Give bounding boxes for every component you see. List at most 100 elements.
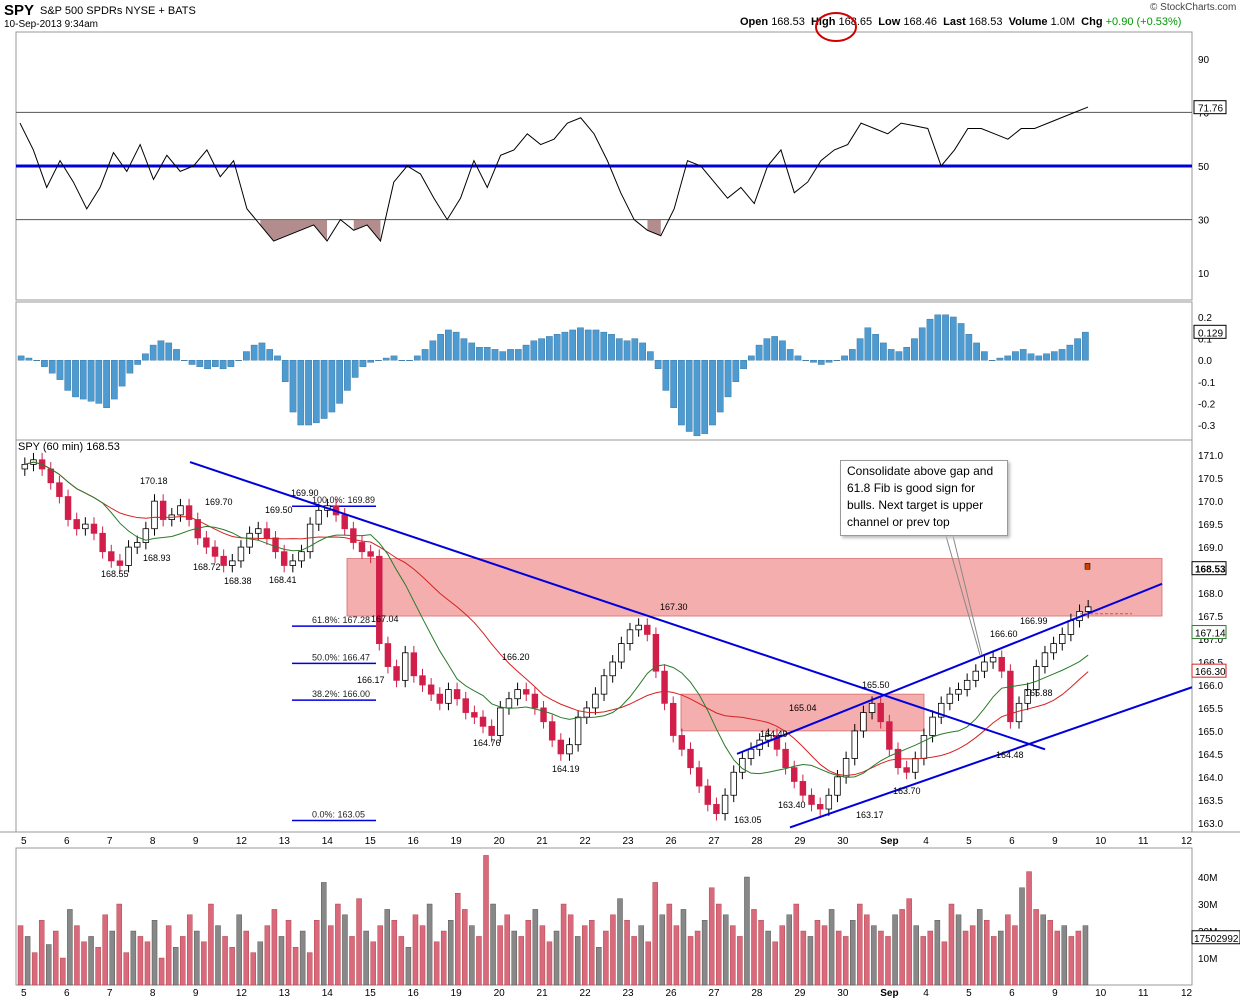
candle-down bbox=[998, 656, 1005, 672]
candle-down bbox=[557, 739, 565, 755]
volume-bar bbox=[701, 920, 708, 986]
price-level-label: 164.48 bbox=[996, 750, 1024, 760]
macd-bar bbox=[786, 349, 794, 361]
rsi-tick-label: 90 bbox=[1198, 55, 1210, 66]
volume-bar bbox=[1019, 887, 1025, 986]
volume-bar bbox=[384, 909, 390, 986]
volume-bar bbox=[765, 930, 771, 986]
candle-up bbox=[825, 794, 833, 810]
fib-level-label: 61.8%: 167.28 bbox=[312, 615, 370, 625]
volume-bar bbox=[793, 903, 800, 986]
x-axis-label-bottom: 6 bbox=[64, 988, 70, 999]
candle-down bbox=[808, 794, 815, 805]
macd-bar bbox=[1050, 351, 1058, 361]
macd-bar bbox=[988, 359, 996, 361]
macd-bar bbox=[173, 349, 180, 361]
macd-bar bbox=[647, 351, 654, 361]
macd-bar bbox=[390, 355, 398, 361]
macd-bar bbox=[297, 359, 305, 426]
candle-down bbox=[185, 505, 193, 520]
macd-bar bbox=[41, 359, 48, 367]
volume-bar bbox=[603, 930, 609, 986]
candle-up bbox=[989, 656, 997, 663]
x-axis-label-top: 29 bbox=[794, 836, 806, 847]
volume-bar bbox=[723, 914, 729, 986]
macd-bar bbox=[1004, 355, 1012, 361]
x-axis-label-top: 7 bbox=[107, 836, 113, 847]
macd-bar bbox=[685, 359, 693, 432]
candle-down bbox=[367, 551, 374, 557]
volume-bar bbox=[1061, 925, 1068, 986]
macd-bar bbox=[111, 359, 118, 400]
volume-bar bbox=[758, 920, 764, 986]
volume-bar bbox=[1075, 930, 1082, 986]
volume-value: 1.0M bbox=[1050, 16, 1076, 28]
candle-down bbox=[791, 767, 798, 782]
volume-bar bbox=[370, 941, 376, 986]
price-tick-label: 163.0 bbox=[1198, 819, 1223, 830]
macd-bar bbox=[499, 351, 507, 361]
x-axis-label-bottom: 8 bbox=[150, 988, 156, 999]
volume-bar bbox=[426, 903, 433, 986]
macd-bar bbox=[864, 327, 872, 361]
macd-bar bbox=[926, 318, 934, 361]
macd-bar bbox=[856, 338, 864, 361]
macd-bar bbox=[445, 329, 452, 361]
ticker-symbol: SPY bbox=[4, 2, 35, 19]
volume-bar bbox=[377, 925, 383, 986]
x-axis-label-top: 30 bbox=[837, 836, 849, 847]
candle-up bbox=[237, 546, 245, 562]
candle-down bbox=[877, 702, 884, 723]
channel-upper-line bbox=[736, 582, 1163, 755]
volume-bar bbox=[74, 925, 80, 986]
candle-down bbox=[799, 781, 807, 796]
candle-down bbox=[410, 652, 418, 677]
volume-bar bbox=[631, 936, 637, 986]
candle-down bbox=[886, 721, 893, 750]
chg-value: +0.90 (+0.53%) bbox=[1105, 16, 1182, 28]
volume-bar bbox=[814, 920, 821, 986]
x-axis-label-top: Sep bbox=[880, 836, 898, 847]
macd-bar bbox=[180, 359, 188, 361]
x-axis-label-bottom: 16 bbox=[408, 988, 420, 999]
x-axis-label-bottom: 5 bbox=[966, 988, 972, 999]
x-axis-label-bottom: 19 bbox=[451, 988, 463, 999]
macd-bar bbox=[740, 359, 747, 370]
volume-bar bbox=[1005, 914, 1011, 986]
macd-bar bbox=[266, 349, 274, 361]
price-level-label: 163.70 bbox=[893, 786, 921, 796]
candle-up bbox=[972, 670, 980, 681]
volume-bar bbox=[948, 903, 955, 986]
volume-bar bbox=[278, 936, 285, 986]
macd-bar bbox=[281, 359, 289, 383]
candle-down bbox=[263, 528, 271, 539]
macd-bar bbox=[460, 338, 468, 361]
macd-bar bbox=[328, 359, 336, 413]
macd-last-label: 0.129 bbox=[1198, 328, 1223, 339]
volume-bar bbox=[927, 930, 934, 986]
volume-last-box bbox=[1191, 930, 1240, 945]
volume-bar bbox=[222, 936, 228, 986]
volume-bar bbox=[1026, 871, 1032, 986]
candle-up bbox=[1033, 666, 1040, 690]
volume-bar bbox=[786, 914, 792, 986]
price-level-label: 169.50 bbox=[265, 505, 293, 515]
macd-bar bbox=[243, 351, 250, 361]
volume-bar bbox=[567, 914, 574, 986]
rsi-tick-label: 10 bbox=[1198, 269, 1210, 280]
macd-bar bbox=[507, 349, 514, 361]
candle-up bbox=[82, 523, 89, 530]
price-right-label: 168.53 bbox=[1195, 565, 1226, 576]
candle-up bbox=[514, 689, 521, 700]
volume-bar bbox=[433, 941, 440, 986]
volume-bar bbox=[349, 936, 355, 986]
x-axis-label-top: 4 bbox=[923, 836, 929, 847]
candle-down bbox=[90, 523, 98, 534]
volume-bar bbox=[596, 947, 602, 986]
price-level-label: 167.04 bbox=[371, 614, 399, 624]
price-tick-label: 170.0 bbox=[1198, 497, 1223, 508]
macd-bar bbox=[437, 334, 444, 361]
volume-bar bbox=[553, 930, 560, 986]
macd-bar bbox=[320, 359, 328, 419]
x-axis-label-bottom: 26 bbox=[665, 988, 677, 999]
